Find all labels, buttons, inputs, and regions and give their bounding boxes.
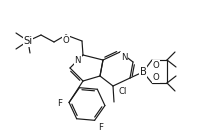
Text: Si: Si	[23, 36, 32, 46]
Text: B: B	[139, 67, 146, 77]
Text: F: F	[58, 98, 62, 107]
Text: O: O	[63, 36, 69, 45]
Text: O: O	[153, 61, 160, 70]
Text: F: F	[99, 124, 104, 133]
Text: O: O	[153, 73, 160, 82]
Text: Cl: Cl	[119, 87, 127, 96]
Text: N: N	[121, 53, 127, 62]
Text: N: N	[74, 56, 81, 65]
